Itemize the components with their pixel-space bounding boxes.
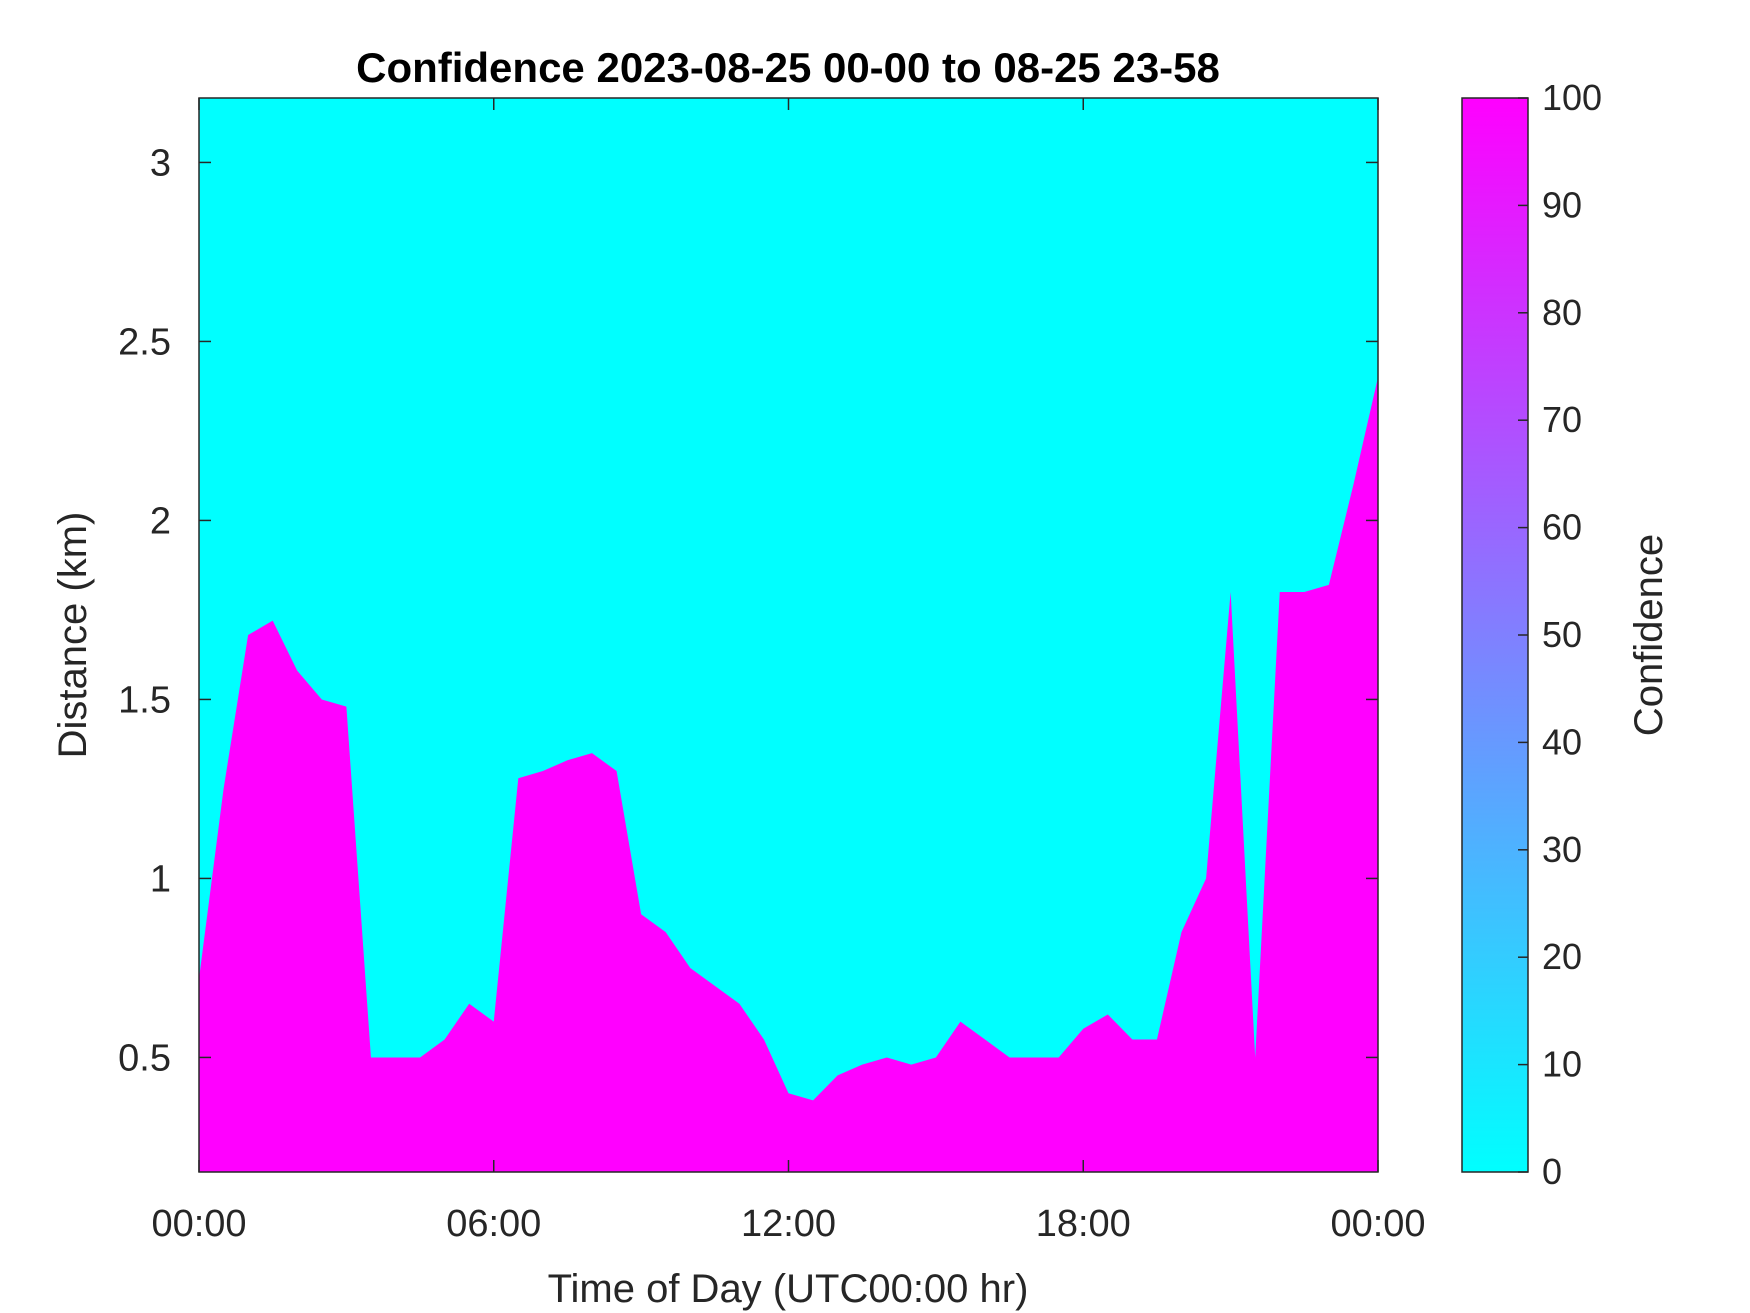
colorbar-tick-label: 0: [1542, 1151, 1562, 1192]
colorbar-tick-label: 30: [1542, 829, 1582, 870]
colorbar-tick-label: 80: [1542, 292, 1582, 333]
plot-area: [199, 98, 1378, 1172]
chart-title: Confidence 2023-08-25 00-00 to 08-25 23-…: [356, 44, 1220, 91]
confidence-100-region: [199, 377, 1378, 1172]
colorbar-gradient: [1461, 97, 1529, 1173]
x-axis-label: Time of Day (UTC00:00 hr): [548, 1267, 1029, 1311]
colorbar-tick-label: 20: [1542, 936, 1582, 977]
colorbar-tick-label: 90: [1542, 184, 1582, 225]
colorbar: 0 10 20 30 40 50 60 70 80 90 100: [1461, 77, 1602, 1192]
y-tick-label: 0.5: [118, 1037, 171, 1079]
colorbar-tick-label: 10: [1542, 1044, 1582, 1085]
y-tick-label: 2.5: [118, 321, 171, 363]
colorbar-tick-label: 60: [1542, 507, 1582, 548]
x-tick-label: 00:00: [151, 1203, 246, 1245]
x-tick-label: 06:00: [446, 1203, 541, 1245]
colorbar-label: Confidence: [1627, 534, 1671, 736]
y-tick-label: 1: [150, 858, 171, 900]
y-tick-label: 3: [150, 142, 171, 184]
colorbar-tick-label: 70: [1542, 399, 1582, 440]
x-tick-label: 18:00: [1036, 1203, 1131, 1245]
y-axis: 0.5 1 1.5 2 2.5 3: [118, 142, 1378, 1079]
y-tick-label: 2: [150, 500, 171, 542]
x-axis: 00:00 06:00 12:00 18:00 00:00: [151, 98, 1426, 1245]
x-tick-label: 00:00: [1330, 1203, 1425, 1245]
colorbar-tick-label: 100: [1542, 77, 1602, 118]
y-axis-label: Distance (km): [51, 512, 95, 759]
colorbar-tick-label: 40: [1542, 721, 1582, 762]
y-tick-label: 1.5: [118, 679, 171, 721]
x-tick-label: 12:00: [741, 1203, 836, 1245]
colorbar-tick-label: 50: [1542, 614, 1582, 655]
